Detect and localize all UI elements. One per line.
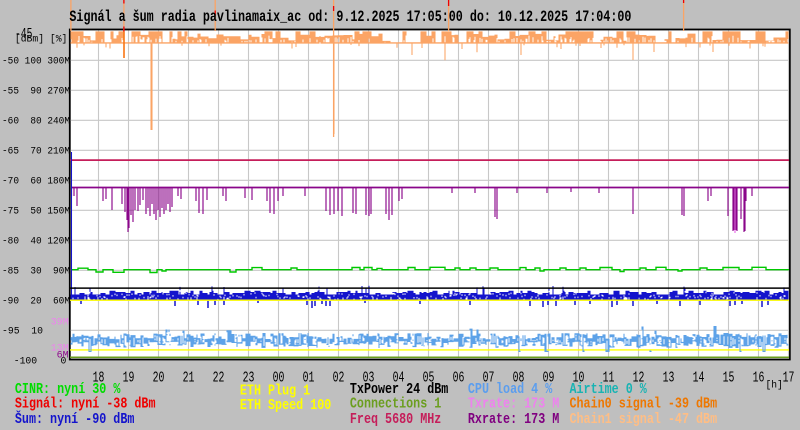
svg-text:03: 03 xyxy=(363,369,375,386)
svg-text:Freq 5680 MHz: Freq 5680 MHz xyxy=(350,411,441,428)
svg-text:-45: -45 xyxy=(15,26,32,43)
svg-text:15: 15 xyxy=(723,369,735,386)
svg-text:06: 06 xyxy=(453,369,465,386)
svg-text:07: 07 xyxy=(483,369,495,386)
svg-text:10: 10 xyxy=(573,369,585,386)
svg-text:Chain0 signal -39 dBm: Chain0 signal -39 dBm xyxy=(570,396,718,413)
svg-text:02: 02 xyxy=(333,369,345,386)
svg-text:-50 100 300M: -50 100 300M xyxy=(2,56,70,68)
svg-text:12: 12 xyxy=(633,369,645,386)
svg-text:08: 08 xyxy=(513,369,525,386)
svg-text:21: 21 xyxy=(183,369,195,386)
svg-text:-90 20 60M: -90 20 60M xyxy=(2,296,70,308)
svg-text:-100 0: -100 0 xyxy=(2,356,66,368)
svg-text:-85 30 90M: -85 30 90M xyxy=(2,266,70,278)
svg-text:-65 70 210M: -65 70 210M xyxy=(2,146,70,158)
svg-text:CPU load 4 %: CPU load 4 % xyxy=(468,381,553,398)
svg-text:Chain1 signal -47 dBm: Chain1 signal -47 dBm xyxy=(570,411,718,428)
svg-text:Šum: nyní -90 dBm: Šum: nyní -90 dBm xyxy=(15,410,134,428)
svg-text:-60 80 240M: -60 80 240M xyxy=(2,116,70,128)
svg-text:13M: 13M xyxy=(51,343,69,355)
svg-text:16: 16 xyxy=(753,369,765,386)
svg-text:Airtime 0 %: Airtime 0 % xyxy=(570,381,648,398)
svg-text:6M: 6M xyxy=(57,350,69,362)
svg-text:-70 60 180M: -70 60 180M xyxy=(2,176,70,188)
svg-text:[h]: [h] xyxy=(766,380,783,392)
svg-text:05: 05 xyxy=(423,369,435,386)
svg-text:[dBm] [%]: [dBm] [%] xyxy=(15,33,68,45)
svg-text:00: 00 xyxy=(273,369,285,386)
svg-text:23: 23 xyxy=(243,369,255,386)
svg-text:20: 20 xyxy=(153,369,165,386)
svg-text:Signál: nyní -38 dBm: Signál: nyní -38 dBm xyxy=(15,396,156,413)
svg-text:09: 09 xyxy=(543,369,555,386)
svg-text:19: 19 xyxy=(123,369,135,386)
svg-text:TxPower 24 dBm: TxPower 24 dBm xyxy=(350,381,448,398)
svg-text:CINR: nyní 30 %: CINR: nyní 30 % xyxy=(15,381,121,398)
svg-text:Rxrate: 173 M: Rxrate: 173 M xyxy=(468,411,559,428)
svg-text:-75 50 150M: -75 50 150M xyxy=(2,206,70,218)
svg-text:18: 18 xyxy=(93,369,105,386)
svg-text:39M: 39M xyxy=(51,317,69,329)
svg-text:04: 04 xyxy=(393,369,405,386)
svg-text:22: 22 xyxy=(213,369,225,386)
svg-text:-80 40 120M: -80 40 120M xyxy=(2,236,70,248)
svg-text:ETH Speed 100: ETH Speed 100 xyxy=(240,397,331,414)
svg-text:-55 90 270M: -55 90 270M xyxy=(2,86,70,98)
svg-text:Signál a šum radia pavlinamaix: Signál a šum radia pavlinamaix_ac od: 9.… xyxy=(69,8,631,26)
svg-text:ETH Plug 1: ETH Plug 1 xyxy=(240,383,310,400)
svg-text:14: 14 xyxy=(693,369,705,386)
svg-text:01: 01 xyxy=(303,369,315,386)
svg-text:-95 10: -95 10 xyxy=(2,326,43,338)
svg-text:13: 13 xyxy=(663,369,675,386)
svg-text:Txrate: 173 M: Txrate: 173 M xyxy=(468,396,559,413)
svg-text:11: 11 xyxy=(603,369,615,386)
svg-text:17: 17 xyxy=(783,369,795,386)
svg-text:Connections 1: Connections 1 xyxy=(350,396,441,413)
